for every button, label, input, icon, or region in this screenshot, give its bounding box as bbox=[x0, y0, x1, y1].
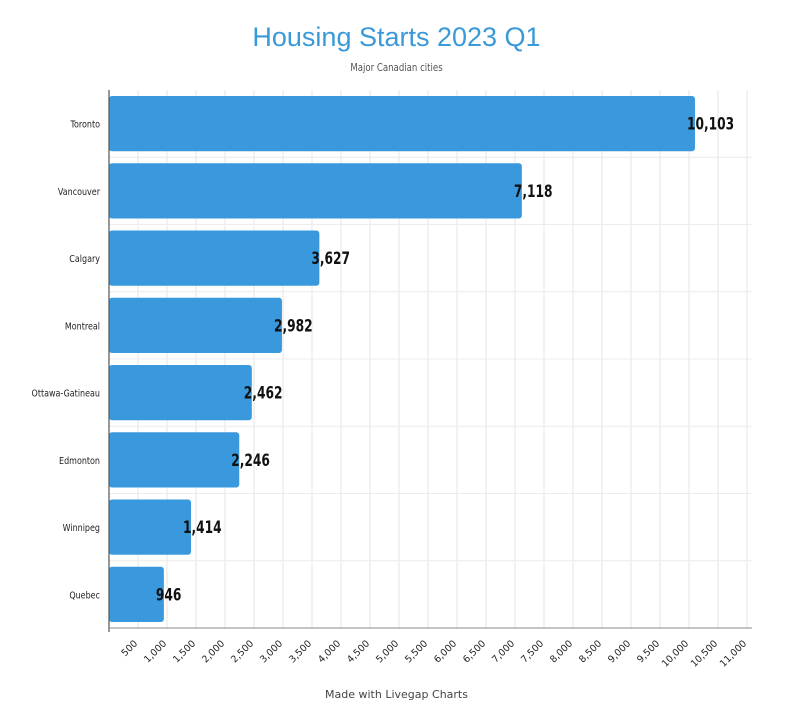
x-tick-label: 8,000 bbox=[548, 638, 575, 665]
bar-quebec bbox=[109, 566, 164, 622]
x-tick-label: 1,500 bbox=[171, 638, 198, 665]
bar-edmonton bbox=[109, 432, 240, 488]
data-label: 946 bbox=[156, 585, 182, 605]
chart-title: Housing Starts 2023 Q1 bbox=[252, 22, 541, 52]
x-tick-label: 7,500 bbox=[519, 638, 546, 665]
x-tick-label: 11,000 bbox=[718, 638, 749, 669]
x-tick-label: 8,500 bbox=[577, 638, 604, 665]
category-label: Montreal bbox=[65, 322, 100, 333]
x-tick-label: 6,000 bbox=[432, 638, 459, 665]
category-label: Ottawa-Gatineau bbox=[32, 389, 100, 400]
x-tick-label: 500 bbox=[120, 638, 141, 659]
bar-winnipeg bbox=[109, 499, 192, 555]
category-label: Winnipeg bbox=[63, 523, 100, 534]
x-tick-label: 1,000 bbox=[142, 638, 169, 665]
x-tick-label: 2,500 bbox=[229, 638, 256, 665]
category-label: Vancouver bbox=[58, 187, 100, 198]
x-tick-label: 10,000 bbox=[660, 638, 691, 669]
x-tick-label: 3,000 bbox=[258, 638, 285, 665]
bar-toronto bbox=[109, 96, 695, 152]
x-tick-label: 7,000 bbox=[490, 638, 517, 665]
data-label: 10,103 bbox=[687, 115, 734, 135]
bars bbox=[109, 96, 695, 622]
chart-footer: Made with Livegap Charts bbox=[325, 688, 468, 701]
data-label: 2,982 bbox=[274, 316, 313, 336]
x-tick-label: 9,500 bbox=[635, 638, 662, 665]
category-label: Quebec bbox=[69, 591, 100, 602]
data-label: 2,462 bbox=[244, 384, 283, 404]
x-tick-label: 10,500 bbox=[689, 638, 720, 669]
x-tick-label: 5,500 bbox=[403, 638, 430, 665]
bar-vancouver bbox=[109, 163, 522, 219]
x-tick-label: 4,500 bbox=[345, 638, 372, 665]
category-label: Toronto bbox=[70, 120, 101, 131]
bar-calgary bbox=[109, 230, 320, 286]
chart-subtitle: Major Canadian cities bbox=[350, 61, 443, 74]
data-label: 7,118 bbox=[514, 182, 553, 202]
x-tick-label: 3,500 bbox=[287, 638, 314, 665]
bar-montreal bbox=[109, 297, 282, 353]
x-tick-label: 4,000 bbox=[316, 638, 343, 665]
x-tick-label: 2,000 bbox=[200, 638, 227, 665]
bar-ottawa-gatineau bbox=[109, 365, 252, 421]
data-label: 2,246 bbox=[231, 451, 270, 471]
axes bbox=[108, 90, 752, 632]
data-label: 1,414 bbox=[183, 518, 222, 538]
category-label: Calgary bbox=[69, 254, 100, 265]
x-tick-label: 6,500 bbox=[461, 638, 488, 665]
x-tick-label: 5,000 bbox=[374, 638, 401, 665]
x-tick-label: 9,000 bbox=[606, 638, 633, 665]
category-label: Edmonton bbox=[59, 456, 100, 467]
data-label: 3,627 bbox=[311, 249, 350, 269]
